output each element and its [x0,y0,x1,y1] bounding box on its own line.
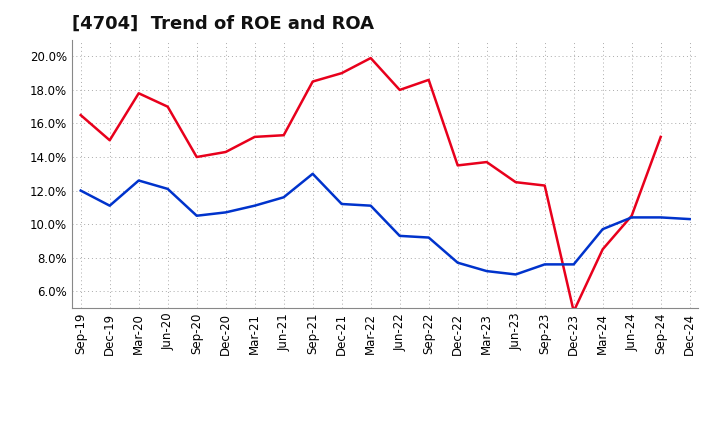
ROA [251,203,259,208]
ROE [338,70,346,76]
ROA [570,262,578,267]
ROA [76,188,85,193]
Text: [4704]  Trend of ROE and ROA: [4704] Trend of ROE and ROA [72,15,374,33]
ROA [279,194,288,200]
ROE [541,183,549,188]
ROA [657,215,665,220]
Line: ROE: ROE [81,58,661,312]
ROE [163,104,172,109]
Line: ROA: ROA [81,174,690,275]
ROE [395,87,404,92]
ROE [657,134,665,139]
ROE [251,134,259,139]
ROE [76,113,85,118]
ROA [627,215,636,220]
ROA [541,262,549,267]
ROE [598,247,607,252]
ROA [685,216,694,222]
ROE [570,309,578,314]
ROE [454,163,462,168]
ROA [163,186,172,191]
ROA [192,213,201,218]
ROA [511,272,520,277]
ROE [279,132,288,138]
ROA [338,202,346,207]
ROE [308,79,317,84]
ROA [598,227,607,232]
ROE [192,154,201,160]
ROA [424,235,433,240]
ROA [395,233,404,238]
ROE [221,149,230,154]
ROA [454,260,462,265]
ROA [221,210,230,215]
ROE [482,159,491,165]
ROA [482,268,491,274]
ROE [366,55,375,61]
ROA [105,203,114,208]
ROA [308,171,317,176]
ROE [424,77,433,82]
ROE [135,91,143,96]
ROE [105,138,114,143]
ROA [135,178,143,183]
ROE [511,180,520,185]
ROA [366,203,375,208]
ROE [627,213,636,218]
